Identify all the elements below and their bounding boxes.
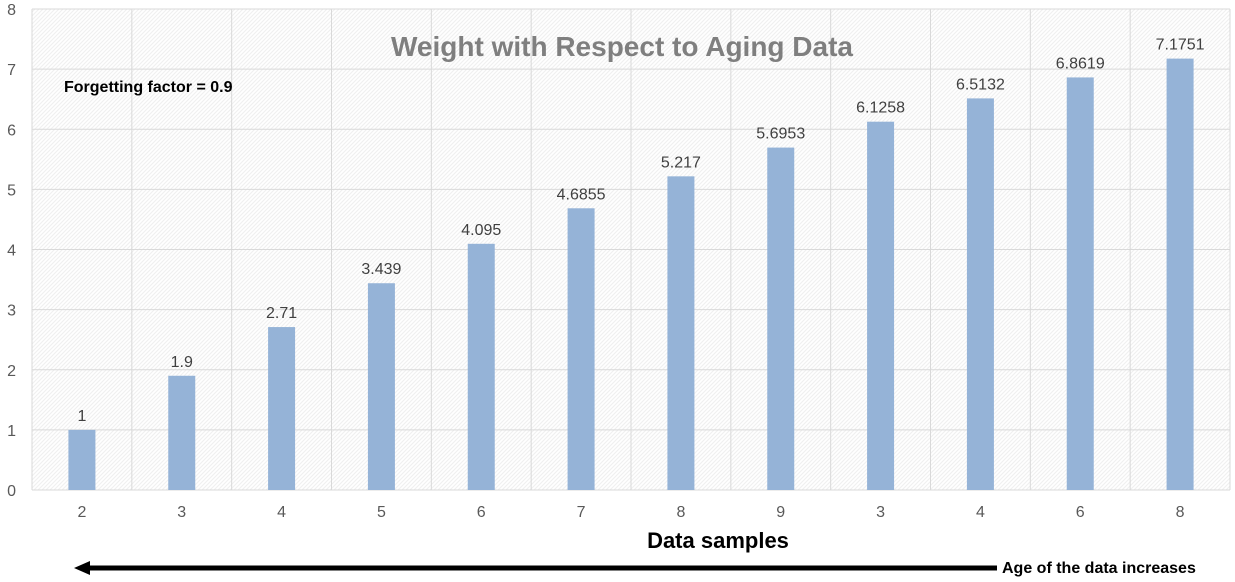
bar: [467, 243, 495, 490]
data-label: 5.217: [661, 154, 701, 171]
age-arrow: [74, 561, 997, 575]
y-tick-label: 7: [7, 62, 16, 79]
data-label: 4.095: [461, 222, 501, 239]
y-tick-label: 3: [7, 303, 16, 320]
data-label: 1.9: [171, 354, 193, 371]
x-tick-label: 6: [1076, 504, 1085, 521]
data-label: 6.5132: [956, 76, 1005, 93]
chart-title: Weight with Respect to Aging Data: [391, 31, 853, 62]
y-tick-label: 1: [7, 423, 16, 440]
x-tick-label: 3: [876, 504, 885, 521]
x-axis: 2 3 4 5 6 7 8 9 3 4 6 8: [77, 504, 1184, 521]
data-label: 1: [77, 408, 86, 425]
y-axis: 0 1 2 3 4 5 6 7 8: [7, 2, 16, 500]
x-tick-label: 7: [577, 504, 586, 521]
x-axis-label: Data samples: [647, 528, 789, 553]
y-tick-label: 5: [7, 182, 16, 199]
x-tick-label: 4: [976, 504, 985, 521]
data-label: 6.1258: [856, 100, 905, 117]
bar: [1066, 77, 1094, 491]
forgetting-factor-annotation: Forgetting factor = 0.9: [64, 79, 233, 96]
bar: [966, 98, 994, 490]
y-tick-label: 2: [7, 363, 16, 380]
data-label: 3.439: [361, 261, 401, 278]
data-label: 6.8619: [1056, 55, 1105, 72]
x-tick-label: 8: [676, 504, 685, 521]
x-tick-label: 4: [277, 504, 286, 521]
y-tick-label: 6: [7, 122, 16, 139]
x-tick-label: 6: [477, 504, 486, 521]
age-arrow-head-icon: [74, 561, 90, 575]
y-tick-label: 4: [7, 243, 16, 260]
bar: [168, 375, 196, 490]
grid: [31, 8, 1231, 491]
bar: [1166, 58, 1194, 491]
x-tick-label: 8: [1176, 504, 1185, 521]
bar: [68, 429, 96, 490]
x-tick-label: 2: [77, 504, 86, 521]
bars: 1 1.9 2.71 3.439 4.095 4.6855 5.217 5.6953 6.125…: [68, 37, 1205, 491]
x-tick-label: 5: [377, 504, 386, 521]
bar: [767, 147, 795, 491]
data-label: 2.71: [266, 305, 297, 322]
y-tick-label: 0: [7, 483, 16, 500]
bar: [268, 327, 296, 490]
x-tick-label: 9: [776, 504, 785, 521]
bar: [667, 176, 695, 490]
y-tick-label: 8: [7, 2, 16, 19]
bar: [367, 283, 395, 490]
data-label: 4.6855: [557, 186, 606, 203]
x-tick-label: 3: [177, 504, 186, 521]
age-arrow-caption: Age of the data increases: [1002, 560, 1196, 577]
bar: [567, 208, 595, 491]
data-label: 7.1751: [1156, 37, 1205, 54]
bar: [867, 121, 895, 490]
data-label: 5.6953: [756, 126, 805, 143]
